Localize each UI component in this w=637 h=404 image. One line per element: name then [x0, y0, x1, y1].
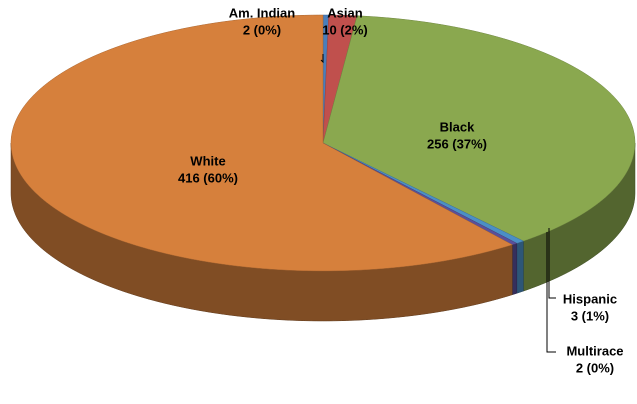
slice-value-label: 2 (0%) — [243, 22, 281, 37]
slice-label: Multirace — [566, 343, 623, 358]
slice — [322, 15, 636, 242]
slice — [10, 14, 513, 272]
slice-label: White — [190, 153, 225, 168]
leader-line — [320, 54, 324, 64]
slice-label: Am. Indian — [229, 5, 296, 20]
leader-line — [546, 232, 556, 353]
slice-value-label: 2 (0%) — [576, 360, 614, 375]
slice-label: Asian — [327, 5, 362, 20]
leader-line — [548, 228, 556, 299]
slice-value-label: 256 (37%) — [427, 136, 487, 151]
slice-value-label: 416 (60%) — [178, 170, 238, 185]
slice-side — [516, 240, 524, 294]
slice-label: Hispanic — [563, 291, 617, 306]
slice-side — [512, 242, 518, 296]
slice-label: Black — [440, 119, 475, 134]
slice-value-label: 3 (1%) — [571, 308, 609, 323]
slice-value-label: 10 (2%) — [322, 22, 368, 37]
